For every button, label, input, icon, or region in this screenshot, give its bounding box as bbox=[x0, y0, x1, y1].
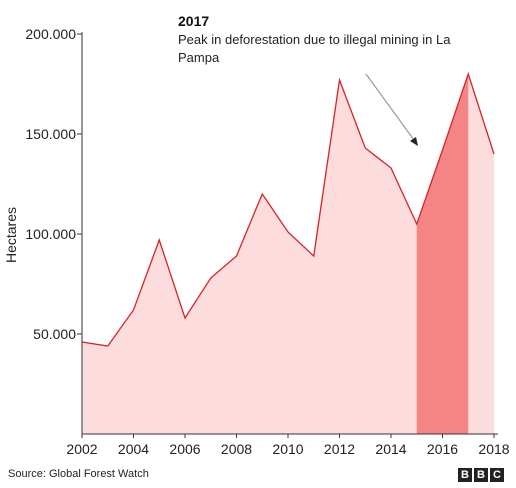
logo-letter: C bbox=[490, 468, 504, 482]
annotation-text: Pampa bbox=[178, 50, 220, 65]
logo-letter: B bbox=[458, 468, 472, 482]
x-tick-label: 2018 bbox=[478, 441, 509, 457]
bbc-logo: B B C bbox=[458, 468, 504, 482]
annotation-title: 2017 bbox=[178, 13, 209, 29]
logo-letter: B bbox=[474, 468, 488, 482]
x-tick-label: 2006 bbox=[169, 441, 200, 457]
annotation-arrowhead bbox=[410, 137, 418, 146]
area-fill bbox=[82, 74, 494, 434]
y-tick-label: 100.000 bbox=[25, 226, 76, 242]
x-tick-label: 2016 bbox=[427, 441, 458, 457]
x-tick-label: 2010 bbox=[272, 441, 303, 457]
annotation-text: Peak in deforestation due to illegal min… bbox=[178, 32, 451, 47]
y-axis-title: Hectares bbox=[3, 207, 19, 263]
source-note: Source: Global Forest Watch bbox=[8, 468, 149, 480]
y-tick-label: 200.000 bbox=[25, 26, 76, 42]
x-tick-label: 2004 bbox=[118, 441, 149, 457]
x-tick-label: 2014 bbox=[375, 441, 406, 457]
y-tick-label: 50.000 bbox=[33, 326, 76, 342]
y-tick-label: 150.000 bbox=[25, 126, 76, 142]
series-line bbox=[81, 71, 495, 347]
annotation-arrow bbox=[365, 73, 415, 141]
highlight-area bbox=[416, 74, 469, 434]
x-tick-label: 2002 bbox=[66, 441, 97, 457]
x-tick-label: 2008 bbox=[221, 441, 252, 457]
x-tick-label: 2012 bbox=[324, 441, 355, 457]
